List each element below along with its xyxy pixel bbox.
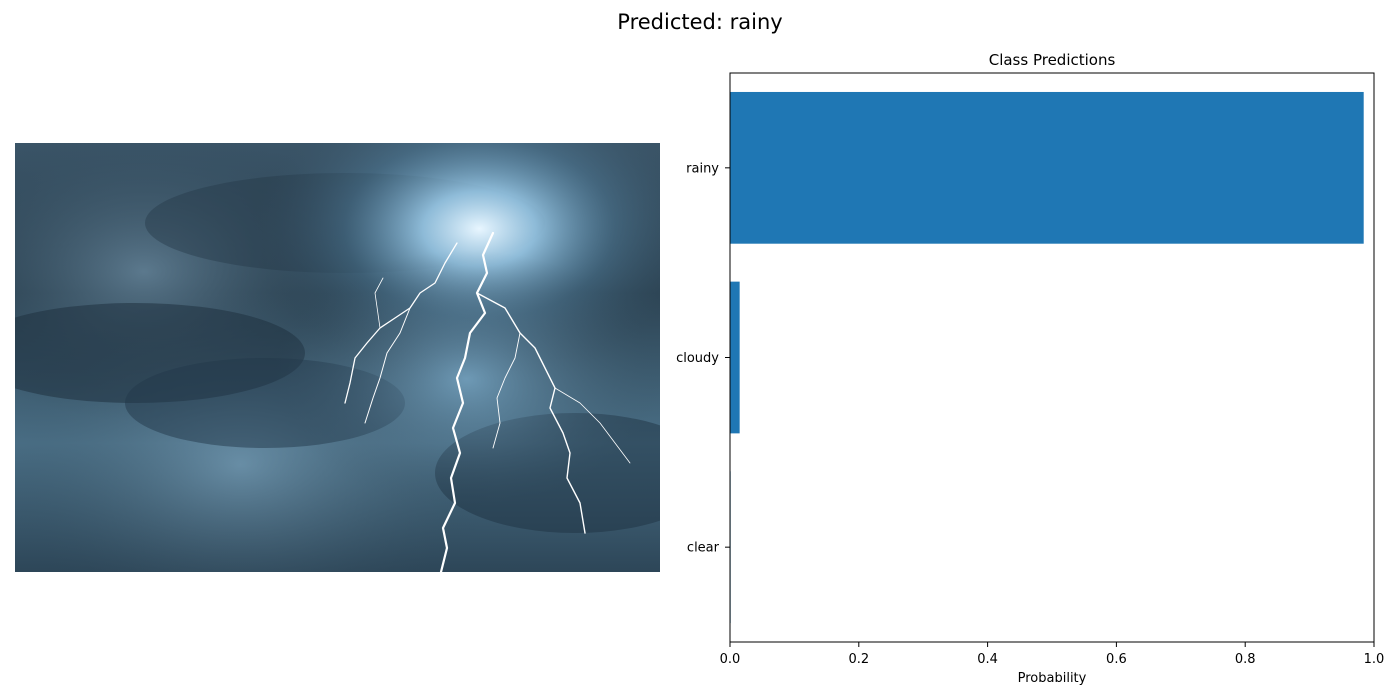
- x-tick-label: 0.2: [848, 652, 869, 667]
- x-tick-label: 0.8: [1235, 652, 1256, 667]
- y-tick-label-rainy: rainy: [686, 161, 719, 176]
- bars-group: [730, 91, 1364, 624]
- chart-title: Class Predictions: [989, 51, 1116, 69]
- x-tick-label: 0.0: [720, 652, 741, 667]
- x-axis-label: Probability: [1018, 671, 1087, 686]
- storm-lightning-photo: [15, 143, 660, 572]
- x-ticks: 0.0 0.2 0.4 0.6 0.8 1.0: [720, 642, 1385, 667]
- bar-cloudy: [730, 281, 740, 434]
- y-ticks: rainy cloudy clear: [676, 161, 730, 556]
- bar-rainy: [730, 91, 1364, 244]
- x-tick-label: 0.4: [977, 652, 998, 667]
- y-tick-label-clear: clear: [687, 541, 720, 556]
- figure-title: Predicted: rainy: [617, 10, 783, 34]
- x-tick-label: 0.6: [1106, 652, 1127, 667]
- x-tick-label: 1.0: [1364, 652, 1385, 667]
- y-tick-label-cloudy: cloudy: [676, 351, 719, 366]
